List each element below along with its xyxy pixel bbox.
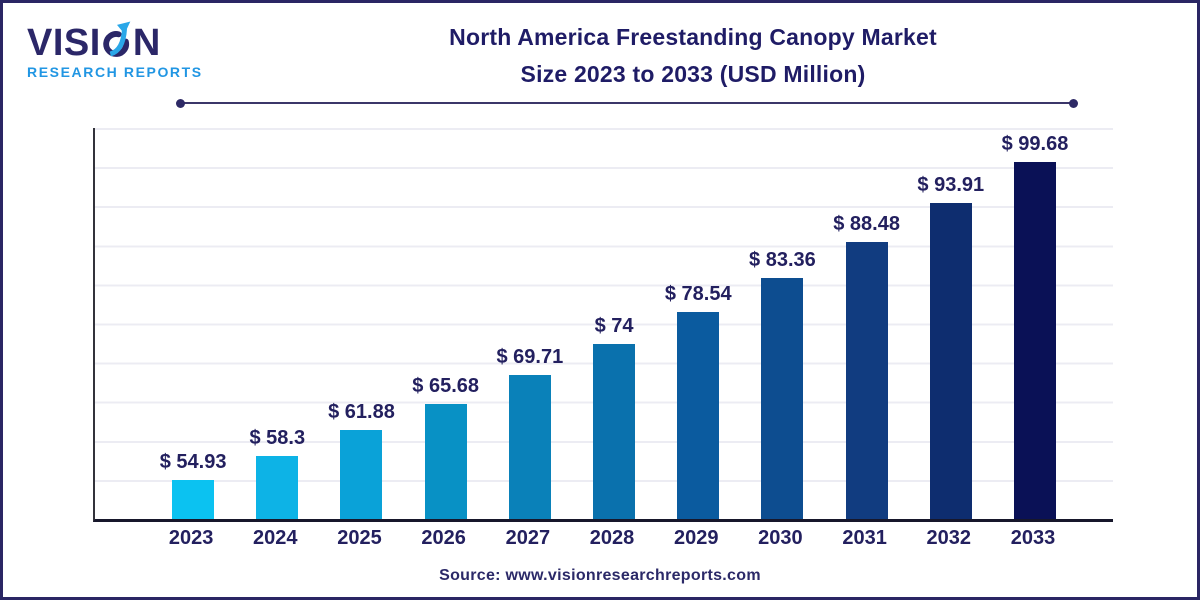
logo-text-pre: VISI	[27, 22, 101, 64]
bar-2029	[677, 312, 720, 519]
vision-logo: VISI N RESEARCH REPORTS	[27, 19, 203, 80]
x-axis-label-2028: 2028	[589, 527, 635, 549]
bar-value-label-2024: $ 58.3	[249, 426, 306, 449]
x-axis-label-2033: 2033	[1010, 527, 1056, 549]
x-axis-label-2023: 2023	[168, 527, 214, 549]
bar-slot-2026: $ 65.68	[404, 128, 488, 519]
bar-value-label-2025: $ 61.88	[328, 401, 395, 424]
logo-text-post: N	[132, 22, 161, 64]
bar-value-label-2033: $ 99.68	[1001, 133, 1069, 156]
bar-2030	[761, 278, 804, 519]
bar-value-label-2031: $ 88.48	[833, 212, 900, 235]
bar-slot-2030: $ 83.36	[740, 128, 824, 519]
x-axis-label-2031: 2031	[842, 527, 887, 549]
bar-slot-2025: $ 61.88	[319, 128, 403, 519]
bar-value-label-2032: $ 93.91	[917, 174, 985, 197]
bar-2023	[172, 479, 215, 519]
chart-title-line1: North America Freestanding Canopy Market	[449, 24, 937, 50]
x-axis-label-2026: 2026	[421, 527, 466, 549]
divider-dot-left	[176, 98, 185, 108]
bar-2031	[845, 241, 888, 519]
bar-2025	[340, 430, 383, 519]
chart-title-line2: Size 2023 to 2033 (USD Million)	[520, 61, 866, 87]
bars-row: $ 54.93 $ 58.3 $ 61.88 $ 65.68 $ 69.71 $ 74 $ …	[151, 128, 1077, 519]
bar-slot-2033: $ 99.68	[993, 128, 1077, 519]
bar-2032	[929, 203, 972, 519]
logo-subtitle: RESEARCH REPORTS	[27, 64, 203, 80]
bar-slot-2027: $ 69.71	[488, 128, 572, 519]
bar-value-label-2023: $ 54.93	[159, 450, 227, 473]
plot-area: $ 54.93 $ 58.3 $ 61.88 $ 65.68 $ 69.71 $ 74 $ …	[93, 128, 1113, 522]
x-axis-label-2024: 2024	[253, 527, 298, 549]
title-divider	[176, 98, 1078, 108]
source-text: Source: www.visionresearchreports.com	[439, 567, 761, 584]
x-axis-label-2027: 2027	[505, 527, 551, 549]
x-axis-label-2029: 2029	[673, 527, 719, 549]
bar-value-label-2028: $ 74	[594, 315, 634, 338]
logo-drop-arrow-icon	[103, 21, 131, 57]
bar-2027	[508, 374, 551, 519]
bar-value-label-2030: $ 83.36	[749, 249, 816, 271]
x-axis-labels: 2023 2024 2025 2026 2027 2028 2029 2030 2031 2032…	[93, 527, 1111, 550]
bar-2028	[593, 344, 636, 519]
chart-title: North America Freestanding Canopy Market…	[283, 19, 1103, 93]
bar-2024	[256, 455, 299, 519]
x-axis-label-2032: 2032	[926, 527, 972, 549]
divider-dot-right	[1069, 98, 1078, 108]
x-axis-label-2030: 2030	[758, 527, 803, 549]
bar-slot-2023: $ 54.93	[151, 128, 235, 519]
bar-slot-2024: $ 58.3	[235, 128, 319, 519]
bar-value-label-2027: $ 69.71	[496, 345, 564, 368]
bar-slot-2031: $ 88.48	[825, 128, 909, 519]
bar-slot-2032: $ 93.91	[909, 128, 993, 519]
bar-value-label-2029: $ 78.54	[664, 283, 732, 306]
bar-2026	[424, 403, 467, 519]
bar-value-label-2026: $ 65.68	[412, 374, 480, 397]
logo-wordmark: VISI N	[27, 19, 203, 64]
x-axis-label-2025: 2025	[337, 527, 382, 549]
bar-2033	[1013, 162, 1056, 519]
bar-slot-2029: $ 78.54	[656, 128, 740, 519]
bar-slot-2028: $ 74	[572, 128, 656, 519]
